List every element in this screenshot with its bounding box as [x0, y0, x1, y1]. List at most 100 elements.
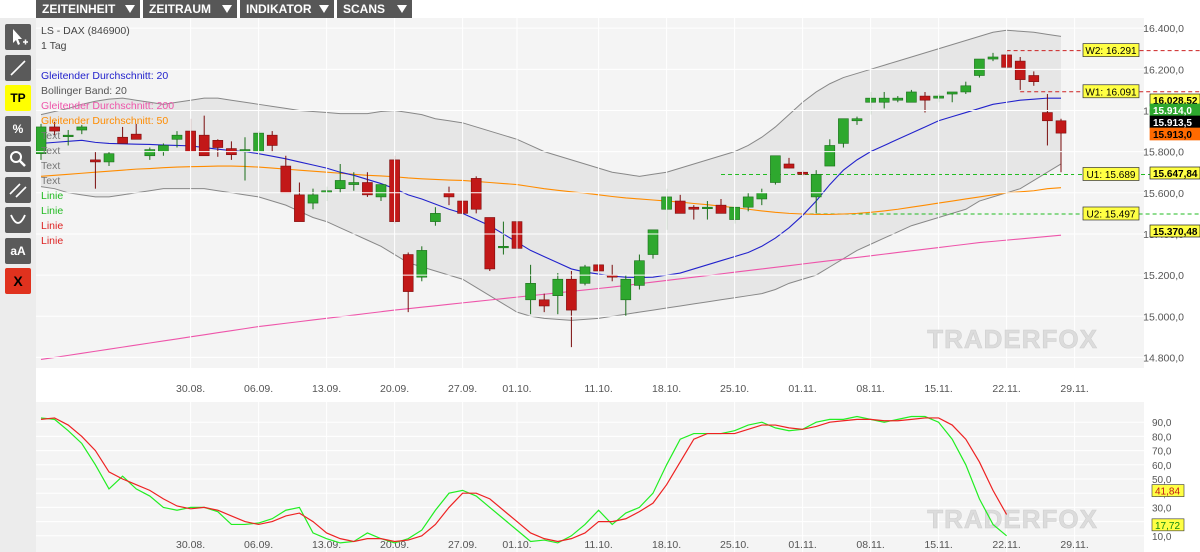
oscillator-layer: 41,84 17,72 [40, 415, 1185, 544]
candle-body [620, 278, 632, 301]
x-tick-label: 20.09. [380, 383, 409, 395]
price-tag-label: 15.913,0 [1153, 130, 1192, 141]
candle-body [36, 126, 47, 154]
candle-body [348, 182, 360, 185]
oscillator-value-box [1151, 518, 1185, 532]
oscillator-x-tick-label: 01.11. [788, 539, 816, 551]
candle-body [987, 56, 999, 60]
oscillator-y-tick-label: 80,0 [1152, 432, 1172, 443]
line-tool[interactable] [5, 54, 31, 81]
curve-icon [5, 207, 31, 233]
sma200-line [40, 234, 1062, 361]
candle-body [783, 163, 795, 169]
candle-body [892, 97, 904, 101]
candle-body [770, 155, 781, 183]
text-size-icon: aA [10, 243, 26, 258]
legend-item-1[interactable]: Bollinger Band: 20 [41, 85, 127, 97]
candle-body [239, 149, 251, 152]
curve-tool[interactable] [5, 207, 31, 233]
close-icon: X [13, 273, 23, 289]
legend-item-11[interactable]: Linie [41, 235, 64, 247]
magnifier-icon [5, 146, 31, 172]
timeframe-label: 1 Tag [41, 40, 67, 52]
x-tick-label: 18.10. [652, 383, 681, 395]
candle-body [171, 134, 183, 140]
traderfox-watermark: TRADERFOX [927, 324, 1098, 354]
legend-item-2[interactable]: Gleitender Durchschnitt: 200 [41, 100, 175, 112]
y-tick-label: 16.400,0 [1143, 23, 1184, 35]
candle-body [810, 173, 822, 198]
legend-item-3[interactable]: Gleitender Durchschnitt: 50 [41, 115, 169, 127]
traderfox-watermark: TRADERFOX [927, 504, 1098, 534]
legend-item-4[interactable]: Text [41, 130, 61, 142]
legend-item-6[interactable]: Text [41, 160, 61, 172]
menu-label: SCANS [343, 2, 386, 16]
dropdown-arrow-icon [125, 5, 135, 13]
x-tick-label: 15.11. [924, 383, 952, 395]
x-tick-label: 27.09. [448, 383, 477, 395]
legend-item-9[interactable]: Linie [41, 205, 64, 217]
menu-scans-button[interactable]: SCANS [337, 0, 412, 18]
candle-body [906, 91, 917, 103]
tp-tool[interactable]: TP [5, 85, 31, 111]
oscillator-x-tick-label: 27.09. [448, 539, 477, 551]
channel-tool[interactable] [5, 176, 31, 203]
oscillator-x-tick-label: 25.10. [720, 539, 749, 551]
moving-average-layer [40, 97, 1062, 361]
legend-item-10[interactable]: Linie [41, 220, 64, 232]
menu-indikator-button[interactable]: INDIKATOR [240, 0, 334, 18]
candle-body [1014, 60, 1026, 80]
candle-body [198, 134, 210, 157]
sma50-line [40, 165, 1062, 215]
text-tool[interactable]: aA [5, 237, 31, 264]
bollinger-upper-line [40, 29, 1062, 177]
delete-tool[interactable]: X [5, 268, 31, 294]
oscillator-x-tick-label: 01.10. [502, 539, 531, 551]
candle-body [49, 126, 60, 132]
x-tick-label: 11.10. [584, 383, 612, 395]
candle-body [715, 204, 727, 214]
legend-item-5[interactable]: Text [41, 145, 61, 157]
oscillator-y-tick-label: 10,0 [1152, 532, 1172, 543]
oscillator-x-tick-label: 30.08. [176, 539, 205, 551]
x-tick-label: 22.11. [992, 383, 1020, 395]
menu-zeitraum-button[interactable]: ZEITRAUM [143, 0, 237, 18]
oscillator-x-tick-label: 15.11. [924, 539, 952, 551]
oscillator-y-tick-label: 30,0 [1152, 503, 1172, 514]
candle-body [484, 217, 496, 270]
x-tick-label: 30.08. [176, 383, 205, 395]
percent-tool[interactable]: % [5, 115, 31, 142]
price-tag-label: 15.913,5 [1153, 118, 1192, 129]
oscillator-value-box [1151, 484, 1185, 497]
legend-item-0[interactable]: Gleitender Durchschnitt: 20 [41, 70, 169, 82]
instrument-title: LS - DAX (846900) [41, 25, 130, 37]
candle-body [402, 254, 414, 292]
legend-item-7[interactable]: Text [41, 175, 61, 187]
menu-zeiteinheit-button[interactable]: ZEITEINHEIT [36, 0, 140, 18]
candle-body [688, 206, 700, 210]
candle-body [702, 206, 713, 210]
candle-body [62, 134, 74, 137]
oscillator-x-tick-label: 18.10. [652, 539, 681, 551]
zoom-tool[interactable] [5, 146, 31, 172]
candle-body [946, 91, 958, 95]
percent-icon: % [12, 121, 24, 136]
cursor-tool[interactable] [5, 24, 31, 50]
candle-body [974, 58, 985, 76]
y-tick-label: 15.800,0 [1143, 147, 1184, 159]
candle-body [566, 278, 577, 311]
candle-body [960, 85, 972, 93]
candle-body [362, 182, 373, 196]
stochastic-d-line [40, 417, 1008, 543]
candle-body [130, 133, 142, 140]
bollinger-lower-line [40, 163, 1062, 321]
oscillator-value-label: 41,84 [1155, 487, 1180, 498]
legend-item-8[interactable]: Linie [41, 190, 64, 202]
candle-body [334, 180, 346, 189]
candle-body [212, 140, 224, 148]
candle-body [416, 250, 428, 278]
candle-body [375, 184, 387, 198]
candle-body [470, 178, 482, 210]
x-tick-label: 06.09. [244, 383, 273, 395]
menu-label: ZEITRAUM [149, 2, 211, 16]
